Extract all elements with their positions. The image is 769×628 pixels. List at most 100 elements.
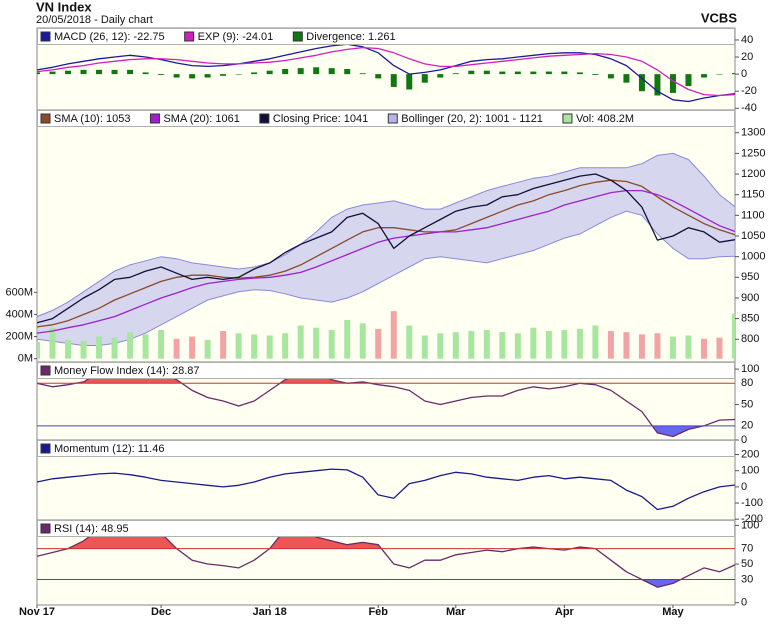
bar: [251, 72, 258, 75]
bar: [607, 331, 614, 359]
legend-background: [37, 110, 735, 127]
y-tick-label: 100: [741, 465, 759, 477]
bar: [421, 335, 428, 359]
y-tick-label: 1300: [741, 127, 765, 139]
bar: [732, 313, 735, 359]
band-fill: [37, 153, 735, 346]
legend-swatch: [562, 113, 573, 124]
line: [37, 179, 735, 328]
bar: [297, 68, 304, 75]
legend-label: MACD (26, 12): -22.75: [54, 31, 165, 43]
source: VCBS: [701, 10, 737, 25]
bar: [592, 325, 599, 359]
y-tick-label: 0: [741, 481, 747, 493]
bar: [375, 74, 382, 79]
y-tick-label: 40: [741, 34, 753, 46]
legend-background: [37, 362, 735, 379]
legend-label: Closing Price: 1041: [273, 113, 368, 125]
y-tick-label: 850: [741, 313, 759, 325]
level-fill-group: [75, 378, 371, 384]
bar: [359, 73, 366, 75]
bar: [220, 331, 227, 359]
bar: [173, 338, 180, 359]
y-tick-label: 1000: [741, 251, 765, 263]
band-upper: [37, 152, 735, 318]
x-tick-label: Dec: [151, 606, 171, 618]
bar: [313, 327, 320, 359]
bar: [359, 323, 366, 359]
bar: [406, 74, 413, 90]
bar: [37, 342, 40, 359]
bar: [220, 74, 227, 76]
x-tick-label: Mar: [446, 606, 466, 618]
legend-swatch: [40, 443, 51, 454]
bar: [545, 71, 552, 75]
bar: [514, 333, 521, 359]
bar: [282, 333, 289, 359]
y-tick-label: 100: [741, 519, 759, 531]
y-tick-label: 900: [741, 292, 759, 304]
bar: [375, 328, 382, 359]
bar: [545, 331, 552, 359]
level-label: 80: [741, 377, 753, 389]
legend-background: [37, 440, 735, 457]
bar: [142, 334, 149, 359]
title: VN Index: [36, 0, 92, 14]
y-tick-label: 1150: [741, 189, 765, 201]
bar: [530, 71, 537, 75]
level-fill-group: [37, 579, 735, 588]
bar: [638, 74, 645, 92]
bar: [266, 70, 273, 75]
bar: [561, 329, 568, 359]
bar: [437, 333, 444, 359]
bar: [204, 339, 211, 359]
bar: [189, 74, 196, 79]
bar: [576, 72, 583, 75]
x-tick-label: Nov 17: [19, 606, 55, 618]
y2-tick-label: 400M: [5, 308, 33, 320]
bar: [716, 74, 723, 75]
y-tick-label: -200: [741, 513, 763, 525]
legend-label: SMA (10): 1053: [54, 113, 130, 125]
bar: [468, 70, 475, 75]
bar: [96, 336, 103, 359]
bar: [437, 74, 444, 78]
x-tick-label: Apr: [555, 606, 575, 618]
bar: [669, 336, 676, 359]
legend-swatch: [149, 113, 160, 124]
y-tick-label: 20: [741, 51, 753, 63]
legend-label: Vol: 408.2M: [576, 113, 634, 125]
legend-label: Money Flow Index (14): 28.87: [54, 365, 200, 377]
bar: [468, 331, 475, 359]
bar: [80, 69, 87, 75]
bar: [65, 339, 72, 359]
bar: [623, 74, 630, 83]
bar: [530, 327, 537, 359]
legend-swatch: [292, 31, 303, 42]
y2-tick-label: 0M: [18, 353, 33, 365]
bar: [685, 335, 692, 359]
bar: [700, 338, 707, 359]
bar: [158, 74, 165, 75]
bar: [235, 333, 242, 359]
y2-tick-label: 200M: [5, 330, 33, 342]
bar: [127, 69, 134, 75]
bar: [499, 71, 506, 75]
bar: [251, 334, 258, 359]
y-tick-label: 0: [741, 68, 747, 80]
y-tick-label: 50: [741, 398, 753, 410]
y-tick-label: 1200: [741, 168, 765, 180]
x-tick-label: Jan 18: [253, 606, 287, 618]
bar: [266, 335, 273, 359]
y-tick-label: 50: [741, 558, 753, 570]
bar: [514, 71, 521, 75]
bar: [328, 329, 335, 359]
bar: [623, 332, 630, 359]
bar: [732, 73, 735, 75]
y-tick-label: 0: [741, 434, 747, 446]
legend-label: Momentum (12): 11.46: [54, 443, 164, 455]
legend-swatch: [40, 523, 51, 534]
panel-plot: [37, 44, 735, 103]
bar: [344, 69, 351, 75]
